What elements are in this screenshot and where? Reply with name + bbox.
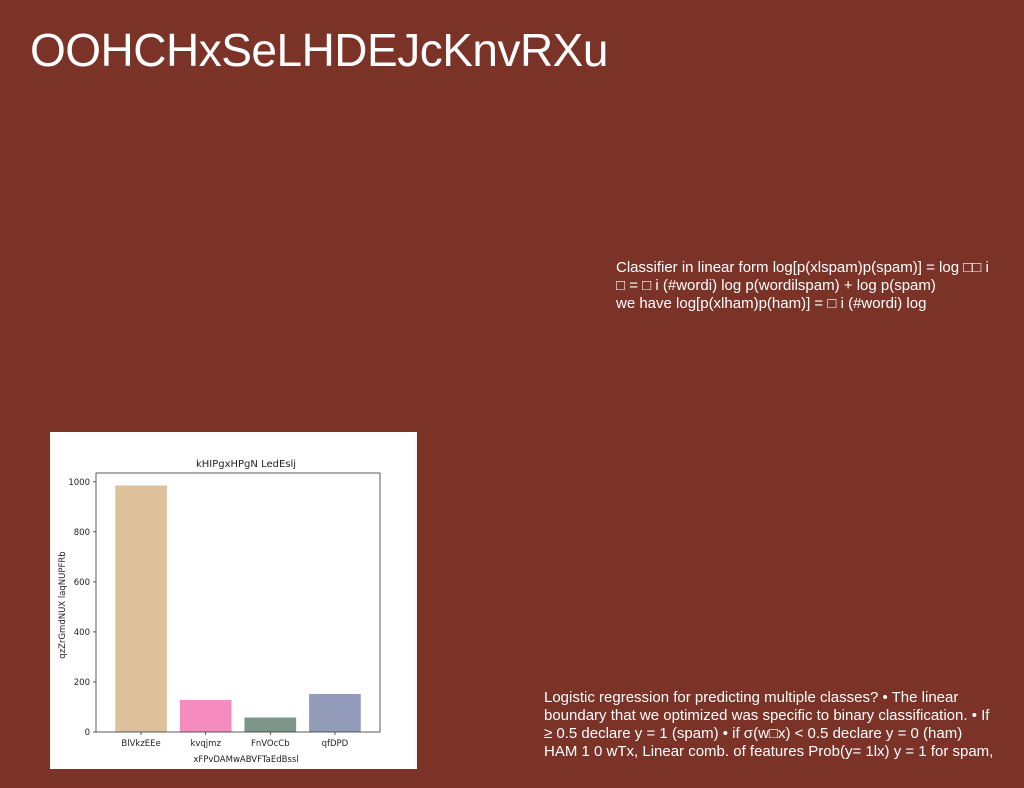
bar-qfDPD bbox=[309, 693, 361, 732]
text-line: we have log[p(xlham)p(ham)] = □ i (#word… bbox=[616, 295, 927, 312]
x-tick-label: FnVOcCb bbox=[251, 739, 290, 749]
x-tick-label: qfDPD bbox=[322, 739, 349, 749]
text-line: boundary that we optimized was specific … bbox=[544, 707, 990, 724]
text-line: Logistic regression for predicting multi… bbox=[544, 689, 959, 706]
y-tick-label: 0 bbox=[85, 728, 90, 738]
bar-chart-svg: kHIPgxHPgN LedEslj xFPvDAMwABVFTaEdBssl … bbox=[58, 459, 381, 765]
x-tick-label: kvqjmz bbox=[190, 739, 221, 749]
text-line: Classifier in linear form log[p(xlspam)p… bbox=[616, 259, 989, 276]
y-tick-label: 200 bbox=[74, 678, 90, 688]
logistic-regression-text: Logistic regression for predicting multi… bbox=[544, 689, 993, 761]
text-line: □ = □ i (#wordi) log p(wordilspam) + log… bbox=[616, 277, 936, 294]
bar-kvqjmz bbox=[179, 699, 232, 732]
y-tick-label: 800 bbox=[74, 528, 90, 538]
bar-chart: kHIPgxHPgN LedEslj xFPvDAMwABVFTaEdBssl … bbox=[50, 432, 417, 769]
text-line: ≥ 0.5 declare y = 1 (spam) • if σ(w□x) <… bbox=[544, 725, 963, 742]
bar-FnVOcCb bbox=[244, 717, 297, 732]
y-tick-label: 1000 bbox=[68, 478, 90, 488]
classifier-linear-form-text: Classifier in linear form log[p(xlspam)p… bbox=[616, 259, 989, 313]
slide-title: OOHCHxSeLHDEJcKnvRXu bbox=[30, 24, 608, 76]
y-axis-label: qzZrGmdNUX laqNUPFRb bbox=[58, 551, 68, 658]
y-tick-label: 400 bbox=[74, 628, 90, 638]
plot-frame bbox=[95, 472, 381, 733]
text-line: HAM 1 0 wTx, Linear comb. of features Pr… bbox=[544, 743, 994, 760]
bar-BlVkzEEe bbox=[115, 485, 167, 732]
ticks-layer: BlVkzEEe kvqjmz FnVOcCb qfDPD 0 200 400 600 800 1… bbox=[68, 478, 348, 749]
x-axis-label: xFPvDAMwABVFTaEdBssl bbox=[193, 755, 298, 765]
bars-layer bbox=[115, 485, 361, 732]
chart-title: kHIPgxHPgN LedEslj bbox=[196, 459, 296, 470]
y-tick-label: 600 bbox=[74, 578, 90, 588]
x-tick-label: BlVkzEEe bbox=[121, 739, 160, 749]
